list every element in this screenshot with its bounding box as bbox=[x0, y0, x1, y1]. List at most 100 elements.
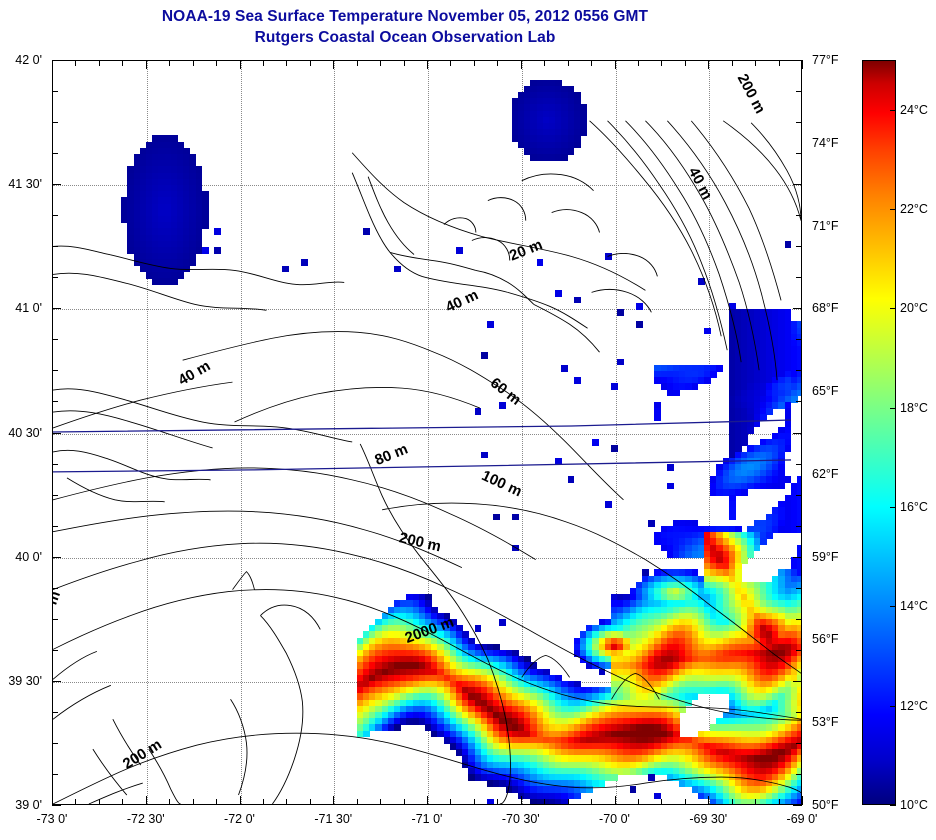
sst-pixel bbox=[164, 278, 172, 285]
sst-pixel bbox=[660, 681, 668, 688]
y-axis-tick-right bbox=[796, 711, 802, 713]
sst-pixel bbox=[449, 712, 457, 719]
sst-pixel bbox=[468, 767, 476, 775]
sst-pixel bbox=[741, 439, 748, 446]
sst-pixel bbox=[759, 333, 767, 341]
sst-pixel bbox=[387, 687, 395, 694]
sst-pixel bbox=[474, 730, 482, 738]
sst-pixel bbox=[549, 792, 556, 800]
sst-pixel bbox=[660, 662, 668, 670]
sst-pixel bbox=[487, 743, 494, 750]
sst-pixel bbox=[536, 123, 544, 130]
sst-pixel bbox=[685, 755, 693, 763]
sst-pixel bbox=[623, 656, 631, 663]
sst-pixel bbox=[784, 600, 792, 608]
sst-pixel bbox=[524, 141, 531, 149]
sst-pixel bbox=[635, 668, 643, 676]
sst-pixel bbox=[487, 774, 494, 781]
sst-pixel bbox=[666, 594, 674, 601]
sst-pixel bbox=[505, 687, 513, 694]
sst-pixel bbox=[443, 662, 451, 670]
sst-pixel bbox=[561, 699, 569, 707]
sst-pixel bbox=[542, 681, 550, 688]
sst-pixel bbox=[121, 216, 128, 223]
sst-pixel bbox=[431, 625, 438, 632]
colorbar[interactable] bbox=[862, 60, 896, 805]
sst-pixel bbox=[555, 110, 562, 118]
sst-pixel bbox=[679, 377, 686, 384]
sst-pixel bbox=[766, 619, 773, 626]
sst-pixel bbox=[704, 687, 711, 694]
sst-pixel bbox=[772, 327, 779, 335]
sst-pixel bbox=[530, 98, 538, 105]
sst-pixel bbox=[635, 767, 643, 775]
sst-pixel bbox=[685, 693, 693, 701]
sst-pixel bbox=[735, 693, 742, 701]
sst-pixel bbox=[704, 550, 711, 558]
sst-pixel bbox=[400, 705, 407, 713]
sst-pixel bbox=[542, 774, 550, 781]
colorbar-tick-label: 14°C bbox=[900, 599, 928, 614]
sst-pixel bbox=[716, 780, 724, 787]
sst-pixel bbox=[735, 482, 742, 490]
sst-pixel bbox=[573, 104, 581, 112]
sst-pixel bbox=[778, 470, 786, 477]
sst-pixel bbox=[660, 656, 668, 663]
sst-pixel bbox=[189, 154, 197, 161]
sst-pixel bbox=[790, 724, 798, 732]
sst-pixel bbox=[146, 247, 153, 254]
sst-pixel bbox=[722, 550, 730, 558]
sst-pixel bbox=[530, 712, 538, 719]
sst-pixel bbox=[710, 532, 717, 539]
sst-pixel bbox=[586, 631, 593, 639]
sst-pixel bbox=[660, 588, 668, 595]
sst-pixel bbox=[728, 668, 736, 676]
sst-pixel bbox=[797, 557, 801, 564]
sst-pixel bbox=[604, 712, 612, 719]
sst-pixel bbox=[549, 780, 556, 787]
sst-pixel bbox=[685, 749, 693, 756]
sst-pixel bbox=[797, 780, 801, 787]
sst-pixel bbox=[772, 662, 779, 670]
sst-pixel bbox=[790, 792, 798, 800]
sst-pixel bbox=[635, 712, 643, 719]
sst-pixel bbox=[772, 507, 779, 515]
sst-pixel bbox=[369, 643, 376, 651]
sst-pixel bbox=[741, 358, 748, 366]
sst-pixel bbox=[536, 736, 544, 744]
sst-pixel bbox=[666, 575, 674, 583]
sst-pixel bbox=[611, 383, 618, 391]
x-axis-tick bbox=[403, 60, 405, 66]
sst-pixel bbox=[418, 631, 426, 639]
sst-pixel bbox=[518, 135, 525, 143]
sst-pixel bbox=[611, 445, 618, 453]
sst-pixel bbox=[772, 315, 779, 322]
sst-pixel bbox=[735, 643, 742, 651]
sst-pixel bbox=[679, 637, 686, 645]
sst-pixel bbox=[759, 402, 767, 409]
sst-pixel bbox=[474, 761, 482, 769]
sst-pixel bbox=[735, 538, 742, 546]
sst-pixel bbox=[697, 761, 705, 769]
sst-pixel bbox=[158, 135, 166, 143]
sst-pixel bbox=[654, 377, 662, 384]
sst-pixel bbox=[400, 699, 407, 707]
sst-pixel bbox=[766, 730, 773, 738]
sst-pixel bbox=[728, 780, 736, 787]
sst-pixel bbox=[567, 761, 575, 769]
sst-pixel bbox=[797, 513, 801, 521]
sst-pixel bbox=[412, 681, 420, 688]
sst-pixel bbox=[443, 631, 451, 639]
sst-pixel bbox=[549, 129, 556, 136]
sst-pixel bbox=[462, 755, 469, 763]
sst-pixel bbox=[710, 749, 717, 756]
sst-pixel bbox=[177, 141, 184, 149]
sst-pixel bbox=[766, 674, 773, 682]
sst-pixel bbox=[660, 761, 668, 769]
sst-pixel bbox=[778, 755, 786, 763]
sst-pixel bbox=[753, 718, 761, 725]
colorbar-tick bbox=[890, 507, 896, 508]
sst-pixel bbox=[710, 761, 717, 769]
sst-pixel bbox=[530, 116, 538, 124]
